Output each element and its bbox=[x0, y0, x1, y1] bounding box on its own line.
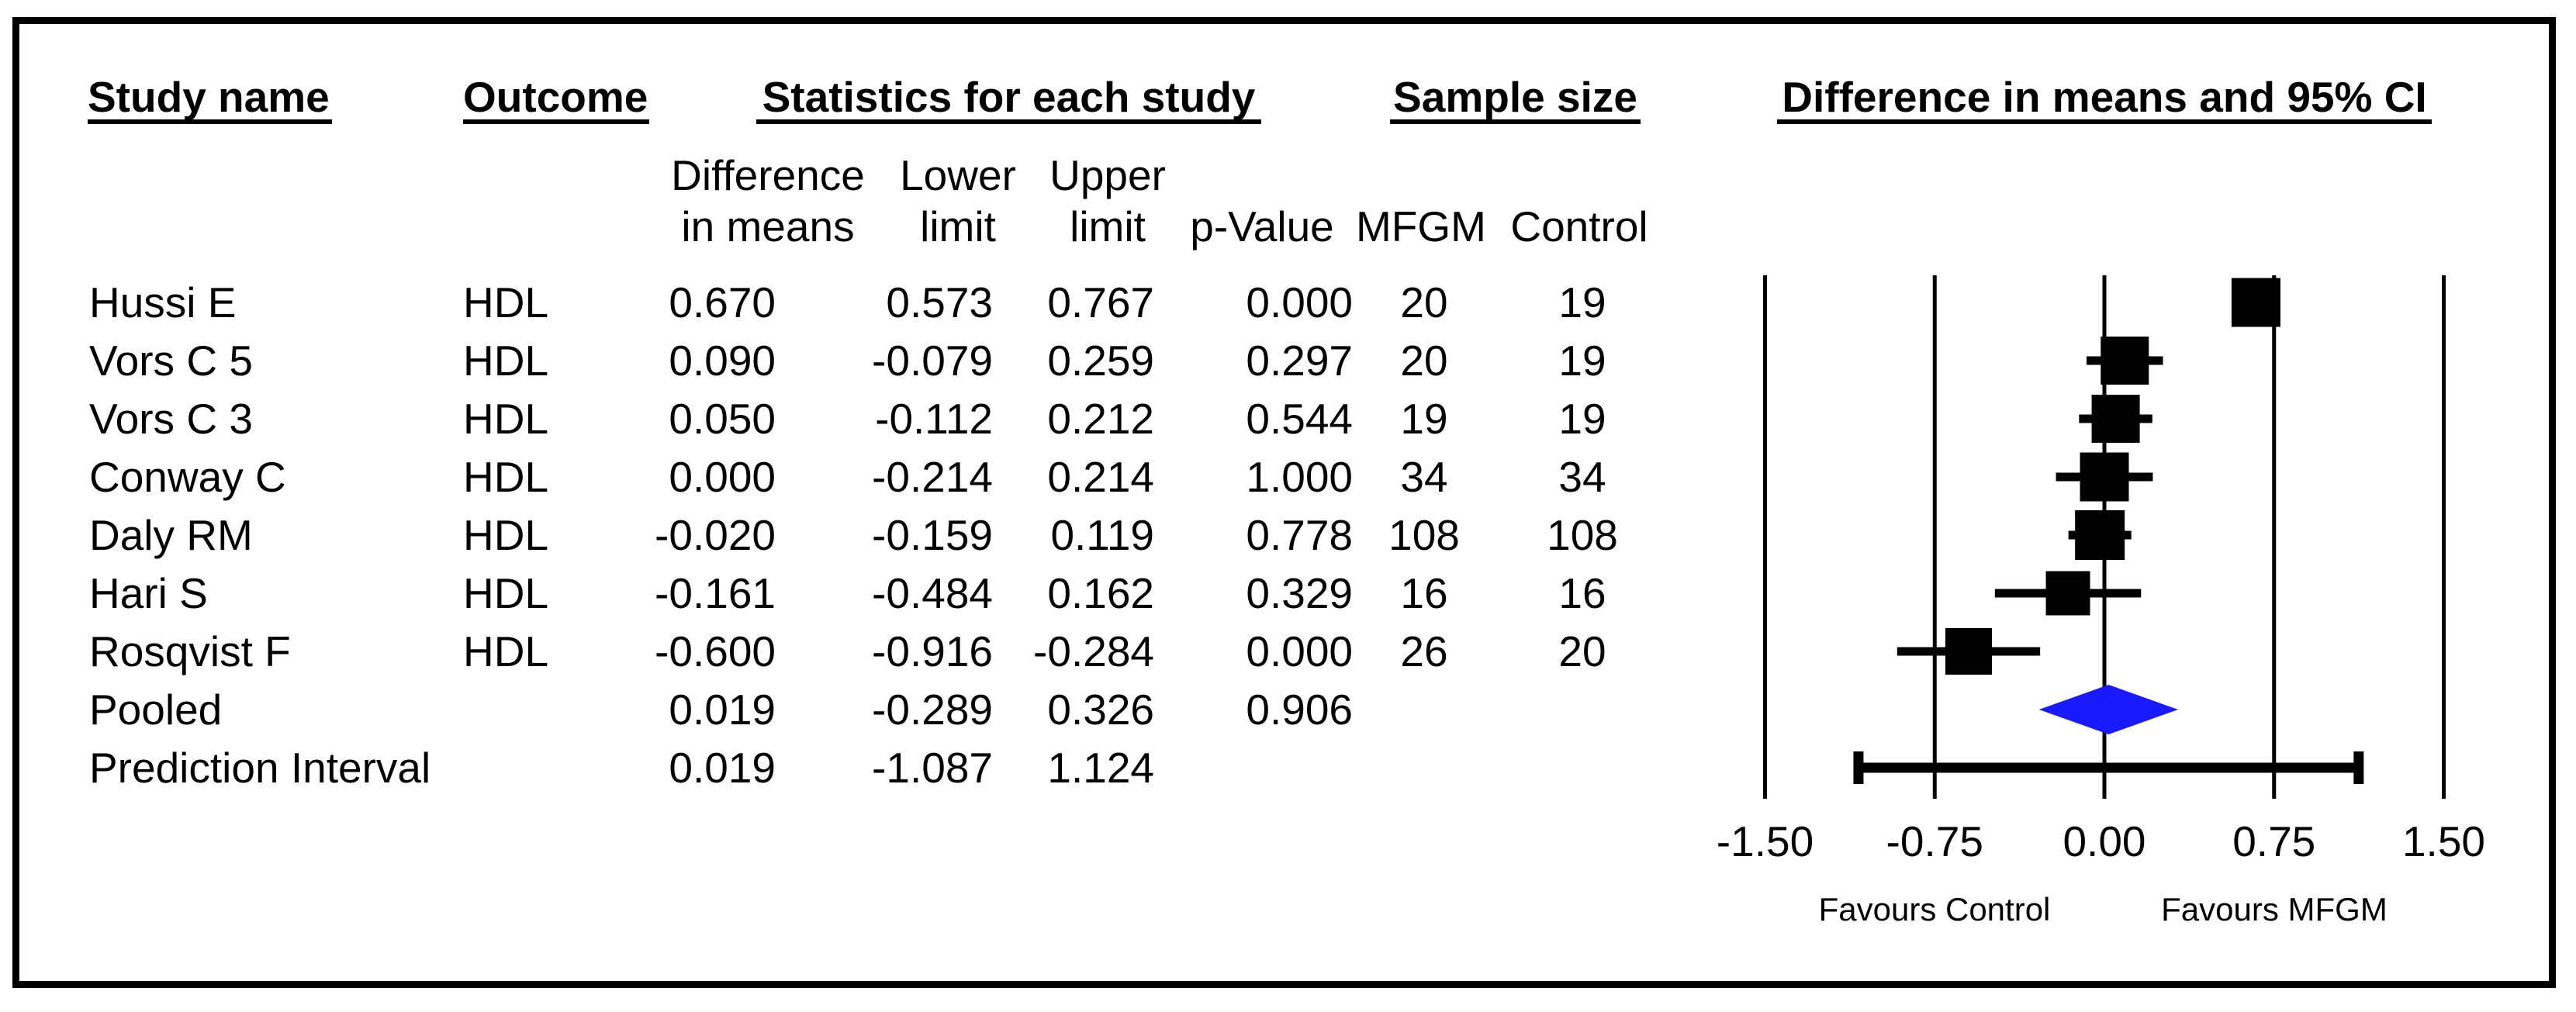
cell-lower-limit: -0.289 bbox=[872, 686, 993, 734]
cell-difference-in-means: 0.000 bbox=[669, 453, 776, 501]
cell-outcome: HDL bbox=[463, 337, 549, 385]
cell-mfgm-n: 20 bbox=[1400, 278, 1448, 326]
cell-lower-limit: -0.112 bbox=[875, 395, 993, 443]
cell-mfgm-n: 16 bbox=[1400, 569, 1448, 617]
cell-mfgm-n: 34 bbox=[1400, 453, 1448, 501]
cell-control-n: 19 bbox=[1558, 337, 1606, 385]
cell-mfgm-n: 19 bbox=[1400, 395, 1448, 443]
cell-study-name: Vors C 3 bbox=[89, 395, 253, 443]
axis-tick-label: -0.75 bbox=[1886, 817, 1983, 865]
cell-lower-limit: -0.079 bbox=[872, 337, 993, 385]
cell-difference-in-means: 0.050 bbox=[669, 395, 776, 443]
cell-mfgm-n: 26 bbox=[1400, 627, 1448, 675]
cell-outcome: HDL bbox=[463, 511, 549, 559]
subheader-difference-line2: in means bbox=[681, 202, 855, 250]
column-header-outcome: Outcome bbox=[463, 74, 649, 124]
cell-study-name: Conway C bbox=[89, 453, 286, 501]
cell-difference-in-means: 0.670 bbox=[669, 278, 776, 326]
cell-p-value: 0.000 bbox=[1246, 627, 1353, 675]
cell-upper-limit: 0.326 bbox=[1047, 686, 1154, 734]
cell-difference-in-means: 0.090 bbox=[669, 337, 776, 385]
axis-tick-label: -1.50 bbox=[1716, 817, 1814, 865]
ci-square bbox=[2231, 278, 2280, 327]
ci-square bbox=[2091, 395, 2140, 443]
cell-study-name: Daly RM bbox=[89, 511, 253, 559]
cell-outcome: HDL bbox=[463, 569, 549, 617]
cell-lower-limit: -0.214 bbox=[872, 453, 993, 501]
cell-lower-limit: -0.916 bbox=[872, 627, 993, 675]
cell-p-value: 0.297 bbox=[1246, 337, 1353, 385]
axis-tick-label: 1.50 bbox=[2401, 817, 2486, 865]
cell-upper-limit: 0.214 bbox=[1047, 453, 1154, 501]
cell-p-value: 0.906 bbox=[1246, 686, 1353, 734]
cell-upper-limit: 0.212 bbox=[1047, 395, 1154, 443]
cell-lower-limit: -0.484 bbox=[872, 569, 993, 617]
subheader-upper-line1: Upper bbox=[1049, 151, 1166, 199]
cell-p-value: 0.329 bbox=[1246, 569, 1353, 617]
cell-control-n: 20 bbox=[1558, 627, 1606, 675]
ci-square bbox=[2080, 452, 2129, 502]
cell-study-name: Rosqvist F bbox=[89, 627, 291, 675]
subheader-lower-line2: limit bbox=[920, 202, 996, 250]
subheader-upper-line2: limit bbox=[1070, 202, 1146, 250]
cell-study-name: Prediction Interval bbox=[89, 744, 431, 792]
ci-square bbox=[1945, 628, 1992, 675]
column-header-plot-title: Difference in means and 95% CI bbox=[1777, 74, 2432, 124]
cell-upper-limit: 0.259 bbox=[1047, 337, 1154, 385]
cell-difference-in-means: -0.020 bbox=[655, 511, 776, 559]
subheader-lower-line1: Lower bbox=[900, 151, 1016, 199]
favours-mfgm-label: Favours MFGM bbox=[2161, 891, 2388, 927]
cell-upper-limit: 0.162 bbox=[1047, 569, 1154, 617]
subheader-difference-line1: Difference bbox=[671, 151, 865, 199]
column-header-sample-size: Sample size bbox=[1390, 74, 1641, 124]
subheader-control: Control bbox=[1510, 202, 1648, 250]
cell-study-name: Hussi E bbox=[89, 278, 237, 326]
axis-tick-label: 0.00 bbox=[2063, 817, 2146, 865]
cell-outcome: HDL bbox=[463, 627, 549, 675]
favours-control-label: Favours Control bbox=[1818, 891, 2051, 927]
cell-lower-limit: -0.159 bbox=[872, 511, 993, 559]
pooled-diamond bbox=[2038, 685, 2179, 734]
cell-control-n: 34 bbox=[1558, 453, 1606, 501]
cell-lower-limit: -1.087 bbox=[872, 744, 993, 792]
subheader-p-value: p-Value bbox=[1190, 202, 1334, 250]
column-header-study-name: Study name bbox=[88, 74, 332, 124]
cell-control-n: 19 bbox=[1558, 278, 1606, 326]
cell-difference-in-means: 0.019 bbox=[669, 744, 776, 792]
cell-mfgm-n: 108 bbox=[1388, 511, 1460, 559]
figure-border bbox=[12, 17, 2556, 988]
column-header-statistics: Statistics for each study bbox=[756, 74, 1261, 124]
cell-difference-in-means: -0.161 bbox=[655, 569, 776, 617]
cell-upper-limit: -0.284 bbox=[1033, 627, 1154, 675]
ci-square bbox=[2075, 510, 2125, 560]
cell-study-name: Pooled bbox=[89, 686, 223, 734]
cell-control-n: 19 bbox=[1558, 395, 1606, 443]
cell-lower-limit: 0.573 bbox=[886, 278, 993, 326]
cell-mfgm-n: 20 bbox=[1400, 337, 1448, 385]
ci-square bbox=[2101, 337, 2149, 385]
cell-outcome: HDL bbox=[463, 453, 549, 501]
cell-study-name: Hari S bbox=[89, 569, 208, 617]
cell-difference-in-means: 0.019 bbox=[669, 686, 776, 734]
cell-upper-limit: 0.767 bbox=[1047, 278, 1154, 326]
axis-tick-label: 0.75 bbox=[2232, 817, 2316, 865]
cell-p-value: 1.000 bbox=[1246, 453, 1353, 501]
cell-p-value: 0.000 bbox=[1246, 278, 1353, 326]
cell-control-n: 108 bbox=[1547, 511, 1618, 559]
subheader-mfgm: MFGM bbox=[1355, 202, 1486, 250]
cell-upper-limit: 1.124 bbox=[1047, 744, 1154, 792]
cell-difference-in-means: -0.600 bbox=[655, 627, 776, 675]
cell-study-name: Vors C 5 bbox=[89, 337, 253, 385]
cell-upper-limit: 0.119 bbox=[1050, 511, 1154, 559]
cell-outcome: HDL bbox=[463, 395, 549, 443]
cell-outcome: HDL bbox=[463, 278, 549, 326]
ci-square bbox=[2045, 571, 2090, 616]
cell-p-value: 0.778 bbox=[1246, 511, 1353, 559]
cell-p-value: 0.544 bbox=[1246, 395, 1353, 443]
cell-control-n: 16 bbox=[1558, 569, 1606, 617]
